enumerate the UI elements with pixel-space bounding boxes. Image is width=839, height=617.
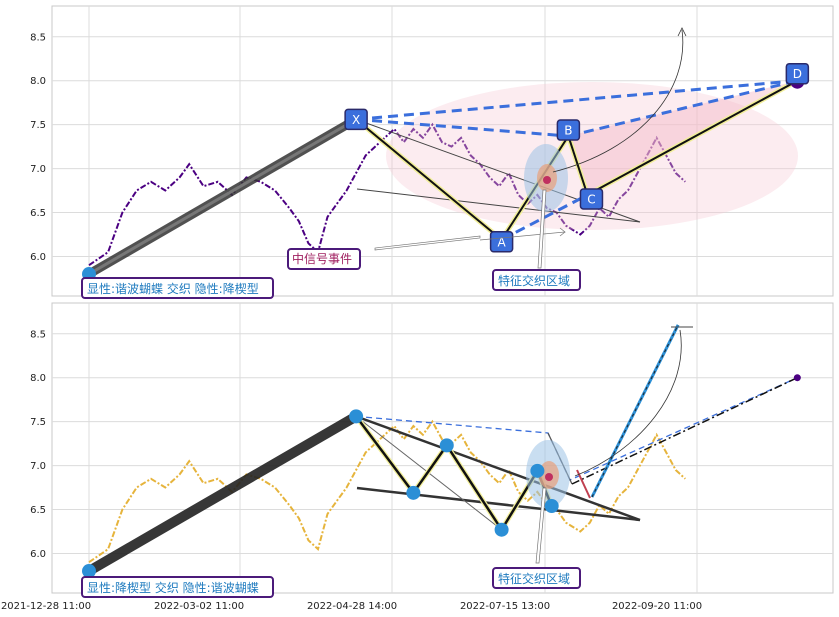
pivot-marker (545, 499, 559, 513)
pivot-marker (82, 564, 96, 578)
y-tick-label: 6.5 (30, 208, 46, 219)
y-tick-label: 8.5 (30, 32, 46, 43)
zone-label: 特征交织区域 (498, 273, 570, 288)
interaction-dot (545, 473, 553, 481)
pivot-marker (440, 438, 454, 452)
y-tick-label: 7.0 (30, 461, 46, 472)
y-tick-label: 6.0 (30, 549, 46, 560)
target-marker (794, 374, 801, 381)
zone-label: 特征交织区域 (498, 571, 570, 586)
signal-label: 中信号事件 (292, 251, 352, 266)
pattern-label: 显性:降楔型 交织 隐性:谐波蝴蝶 (87, 580, 259, 595)
x-tick-label: 2022-07-15 13:00 (460, 601, 550, 612)
y-tick-label: 8.0 (30, 373, 46, 384)
y-tick-label: 8.5 (30, 329, 46, 340)
y-tick-label: 8.0 (30, 76, 46, 87)
interaction-dot (543, 176, 551, 184)
point-label-d: D (793, 67, 802, 81)
point-label-c: C (587, 192, 595, 206)
y-tick-label: 6.5 (30, 505, 46, 516)
x-tick-label: 2022-09-20 11:00 (612, 601, 702, 612)
pivot-marker (349, 409, 363, 423)
pattern-label: 显性:谐波蝴蝶 交织 隐性:降楔型 (87, 281, 259, 296)
pivot-marker (530, 464, 544, 478)
y-tick-label: 7.0 (30, 164, 46, 175)
pivot-marker (406, 486, 420, 500)
x-tick-label: 2022-04-28 14:00 (307, 601, 397, 612)
x-tick-label: 2021-12-28 11:00 (1, 601, 91, 612)
x-tick-label: 2022-03-02 11:00 (154, 601, 244, 612)
pivot-marker (495, 523, 509, 537)
point-label-b: B (564, 124, 572, 138)
x-axis: 2021-12-28 11:00 2022-03-02 11:00 2022-04-… (1, 601, 702, 612)
y-tick-label: 7.5 (30, 120, 46, 131)
y-tick-label: 7.5 (30, 417, 46, 428)
y-tick-label: 6.0 (30, 252, 46, 263)
point-label-x: X (352, 113, 360, 127)
bottom-panel: 6.0 6.5 7.0 7.5 8.0 8.5 显性:降楔型 交织 隐性:谐波蝴蝶 特征交织区… (30, 303, 833, 597)
